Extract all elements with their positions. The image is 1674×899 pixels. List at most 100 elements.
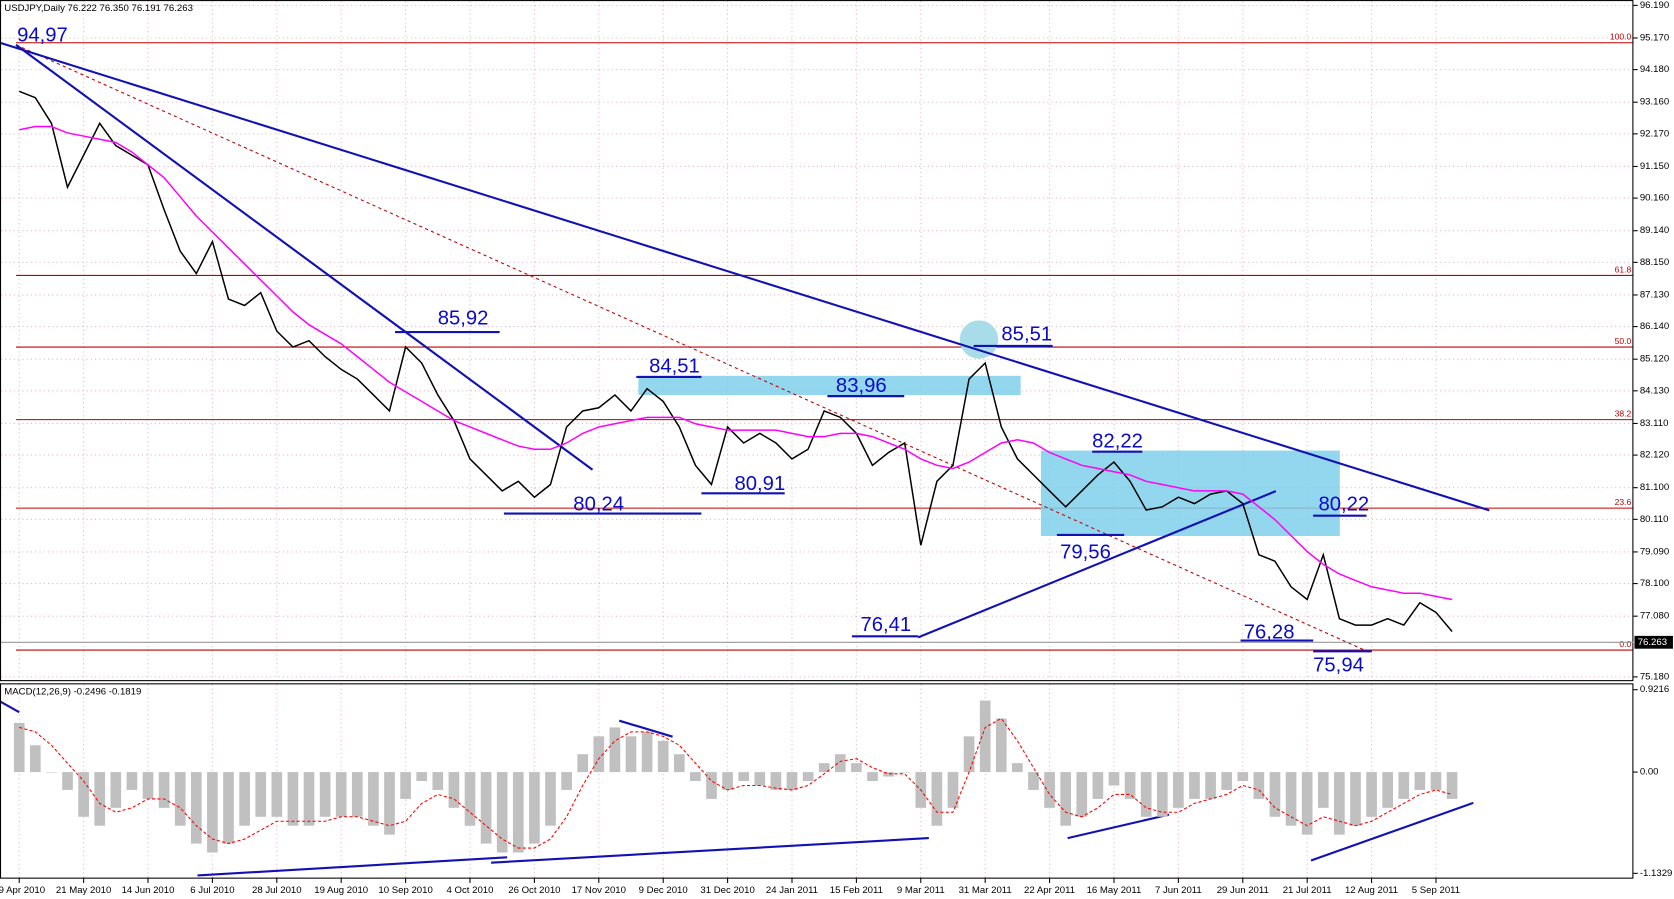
y-tick-label: 94.180: [1640, 64, 1669, 75]
x-tick-label: 21 May 2010: [56, 885, 111, 896]
fib-label: 50.0: [1615, 336, 1632, 346]
histogram-bar: [142, 772, 154, 799]
main-frame: [0, 0, 1634, 682]
y-tick-label: 84.130: [1640, 385, 1669, 396]
frame: [0, 0, 1634, 879]
histogram-bar: [126, 772, 138, 790]
series-line: [19, 717, 1453, 849]
histogram-bar: [947, 772, 959, 808]
trend-line: [15, 44, 594, 471]
grid: [1, 1, 1634, 878]
histogram-bar: [1028, 772, 1039, 790]
x-tick-label: 5 Sep 2011: [1412, 885, 1460, 896]
histogram-bar: [496, 772, 508, 853]
zone-box: [1040, 450, 1340, 536]
histogram-bar: [1269, 772, 1281, 817]
histogram-bar: [158, 772, 170, 808]
y-tick-label: -1.1329: [1640, 868, 1673, 879]
histogram-bar: [690, 772, 701, 782]
y-tick-label: 96.190: [1640, 0, 1669, 11]
histogram-bar: [1334, 772, 1345, 835]
x-tick-label: 4 Oct 2010: [447, 885, 494, 896]
histogram-bar: [464, 772, 476, 826]
histogram-bar: [255, 772, 267, 817]
histogram-bar: [657, 740, 669, 773]
y-tick-label: 89.140: [1640, 225, 1669, 236]
x-tick-label: 6 Jul 2010: [190, 885, 234, 896]
annotation: 76,28: [1244, 621, 1295, 643]
histogram-bar: [78, 772, 89, 817]
histogram-bar: [1317, 772, 1329, 808]
histogram-bar: [802, 772, 814, 782]
histogram-bar: [480, 772, 492, 844]
x-tick-label: 16 May 2011: [1087, 885, 1142, 896]
annotation: 85,51: [1001, 324, 1052, 346]
annotation: 84,51: [649, 356, 700, 378]
histogram-bar: [770, 772, 782, 790]
y-tick-label: 95.170: [1640, 33, 1669, 44]
histogram-bar: [1382, 772, 1394, 808]
histogram-bar: [1012, 763, 1023, 773]
x-tick-label: 31 Dec 2010: [700, 885, 754, 896]
histogram-bar: [1173, 772, 1184, 808]
histogram-bar: [738, 772, 750, 782]
histogram-bar: [46, 772, 57, 773]
fib-label: 100.0: [1610, 32, 1632, 42]
fib-levels: 100.0 61.8 50.0 38.2 23.6 0.0: [16, 32, 1634, 651]
histogram-bar: [384, 772, 395, 835]
histogram-bar: [1446, 772, 1458, 799]
macd-lines: [0, 700, 1474, 877]
y-tick-label: 77.080: [1640, 611, 1669, 622]
histogram-bar: [883, 772, 894, 777]
histogram-bar: [1253, 772, 1265, 799]
y-tick-label: 85.120: [1640, 354, 1669, 365]
histogram-bar: [1156, 772, 1168, 817]
y-tick-label: 91.150: [1640, 161, 1669, 172]
series-line: [18, 90, 1453, 633]
histogram-bar: [416, 772, 428, 782]
annotation: 82,22: [1092, 430, 1143, 452]
annotation: 79,56: [1060, 541, 1111, 563]
histogram-bar: [287, 772, 299, 826]
histogram-bar: [1189, 772, 1200, 799]
annotation: 80,22: [1318, 493, 1369, 515]
histogram-bar: [545, 772, 556, 826]
histogram-bar: [706, 772, 717, 799]
histogram-bar: [400, 772, 411, 799]
x-tick-label: 17 Nov 2010: [572, 885, 626, 896]
histogram-bar: [979, 700, 991, 773]
x-tick-label: 19 Aug 2010: [314, 885, 368, 896]
histogram-bar: [963, 736, 975, 773]
histogram-bar: [1076, 772, 1088, 817]
histogram-bar: [641, 731, 653, 773]
histogram-bar: [512, 772, 524, 853]
x-tick-label: 24 Jan 2011: [766, 885, 818, 896]
x-tick-label: 14 Jun 2010: [122, 885, 175, 896]
histogram-bar: [368, 772, 379, 826]
last-price-label: 76.263: [1638, 637, 1667, 648]
histogram-bar: [1124, 772, 1136, 799]
histogram-bar: [1060, 772, 1072, 826]
y-tick-label: 83.110: [1640, 418, 1669, 429]
y-tick-label: 0.00: [1640, 767, 1659, 778]
histogram-bar: [1092, 772, 1104, 799]
histogram-bar: [271, 772, 283, 817]
last-price-box: [1634, 635, 1673, 649]
histogram-bar: [351, 772, 363, 817]
x-tick-label: 7 Jun 2011: [1155, 885, 1202, 896]
histogram-bar: [110, 772, 122, 808]
histogram-bar: [1108, 772, 1120, 786]
histogram-bar: [625, 736, 637, 773]
y-tick-label: 86.140: [1640, 321, 1669, 332]
y-tick-label: 75.180: [1640, 671, 1669, 682]
histogram-bar: [13, 722, 25, 773]
highlight-circle: [959, 320, 999, 359]
x-tick-label: 31 Mar 2011: [959, 885, 1012, 896]
fib-label: 23.6: [1615, 497, 1632, 507]
header: USDJPY,Daily 76.222 76.350 76.191 76.263: [4, 3, 193, 14]
histogram-bar: [673, 754, 685, 773]
histogram-bar: [851, 763, 862, 773]
histogram-bar: [1430, 772, 1442, 790]
x-tick-label: 9 Mar 2011: [897, 885, 945, 896]
y-tick-label: 82.120: [1640, 450, 1669, 461]
